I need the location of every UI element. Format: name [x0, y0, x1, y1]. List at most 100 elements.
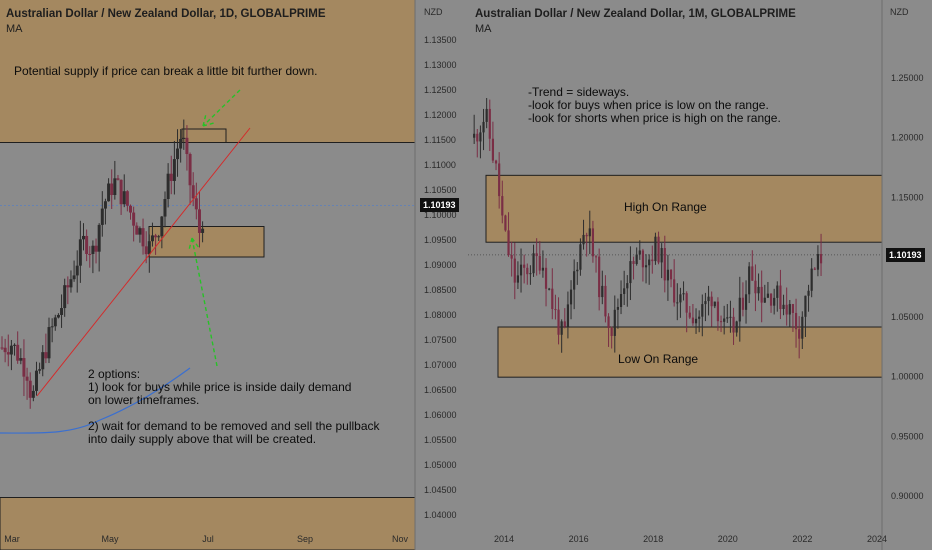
daily-candle-body [63, 285, 67, 309]
monthly-candle-body [541, 267, 545, 271]
daily-candle-body [157, 236, 161, 238]
daily-candle-body [44, 352, 48, 359]
daily-y-tick-label: 1.09000 [424, 260, 457, 270]
monthly-candle-body [523, 264, 526, 268]
monthly-candle-body [723, 318, 726, 322]
monthly-chart-title: Australian Dollar / New Zealand Dollar, … [475, 8, 796, 20]
monthly-candle-body [694, 318, 698, 324]
monthly-candle-body [748, 266, 751, 295]
daily-arrow-to-demand [188, 237, 218, 367]
daily-candle-body [129, 205, 133, 213]
monthly-candle-body [491, 138, 495, 161]
monthly-y-tick-label: 1.05000 [891, 312, 924, 322]
monthly-candle-body [763, 297, 766, 303]
daily-candle-body [113, 178, 117, 196]
monthly-chart-canvas[interactable]: 1.250001.200001.150001.100001.050001.000… [468, 0, 932, 550]
daily-candle-body [103, 201, 107, 209]
daily-y-tick-label: 1.09500 [424, 235, 457, 245]
monthly-candle-body [813, 268, 816, 270]
monthly-candle-body [535, 253, 538, 257]
monthly-candle-body [498, 163, 501, 197]
daily-x-tick-label: Jul [202, 534, 214, 544]
daily-candle-body [122, 191, 126, 205]
daily-candle-body [194, 198, 198, 210]
monthly-candle-body [669, 269, 673, 280]
monthly-x-tick-label: 2020 [718, 534, 738, 544]
daily-candle-body [6, 352, 10, 355]
daily-candle-body [28, 380, 32, 398]
monthly-candle-body [744, 294, 748, 310]
daily-x-tick-label: Mar [4, 534, 20, 544]
monthly-candle-body [582, 234, 585, 245]
monthly-candle-body [657, 236, 660, 263]
daily-candle-body [141, 228, 145, 247]
monthly-candle-body [532, 253, 535, 274]
daily-candle-body [69, 279, 73, 288]
daily-candle-body [22, 358, 26, 377]
monthly-chart-panel[interactable]: 1.250001.200001.150001.100001.050001.000… [468, 0, 932, 550]
daily-y-tick-label: 1.10500 [424, 185, 457, 195]
daily-chart-canvas[interactable]: 1.13500 1.13000 1.12500 1.12000 1.11500 1.110… [0, 0, 468, 550]
daily-candle-body [150, 235, 154, 242]
monthly-candle-body [648, 259, 651, 266]
daily-arrow-to-supply [202, 89, 241, 127]
monthly-candle-body [598, 256, 601, 298]
daily-y-tick-label: 1.08000 [424, 310, 457, 320]
monthly-candle-body [738, 297, 741, 322]
monthly-candle-body [554, 309, 557, 311]
daily-candle-body [197, 209, 201, 233]
daily-small-supply-zone [181, 128, 227, 143]
daily-candle-body [185, 137, 189, 155]
daily-candle-body [97, 224, 101, 252]
monthly-candle-body [735, 321, 738, 333]
daily-chart-panel[interactable]: 1.13500 1.13000 1.12500 1.12000 1.11500 1.110… [0, 0, 468, 550]
monthly-candle-body [798, 329, 801, 339]
monthly-candle-body [766, 293, 770, 298]
daily-candle-body [16, 344, 20, 361]
monthly-candle-body [579, 244, 582, 270]
daily-ma-line [0, 367, 191, 434]
monthly-candle-body [754, 280, 757, 294]
daily-candle-body [3, 347, 7, 353]
monthly-candle-body [601, 285, 604, 298]
monthly-candle-body [516, 275, 520, 283]
monthly-candle-body [701, 304, 704, 317]
daily-candle-body [166, 173, 170, 200]
monthly-candle-body [476, 133, 479, 142]
daily-candle-body [188, 154, 192, 186]
monthly-candle-body [494, 160, 498, 164]
daily-candle-body [50, 326, 54, 328]
monthly-candle-body [779, 285, 782, 310]
monthly-candle-body [513, 258, 516, 283]
daily-bottom-zone [0, 497, 416, 550]
monthly-candle-body [688, 312, 691, 318]
monthly-candle-body [710, 296, 713, 307]
monthly-candle-body [666, 269, 670, 281]
monthly-candle-body [801, 316, 804, 339]
monthly-y-tick-label: 1.25000 [891, 73, 924, 83]
monthly-y-tick-label: 1.15000 [891, 192, 924, 202]
monthly-candle-body [716, 301, 720, 322]
daily-candle-body [135, 225, 139, 235]
daily-candle-body [169, 173, 173, 181]
daily-candle-body [110, 183, 114, 196]
monthly-candle-body [685, 293, 688, 313]
daily-candle-body [172, 159, 176, 181]
monthly-candle-body [654, 236, 657, 262]
monthly-candle-body [626, 283, 629, 289]
daily-candle-body [163, 199, 167, 217]
supply-annotation: Potential supply if price can break a li… [14, 64, 318, 78]
daily-y-tick-label: 1.13000 [424, 60, 457, 70]
monthly-candle-body [591, 228, 595, 257]
daily-candle-body [160, 216, 164, 237]
monthly-candle-body [616, 306, 620, 310]
monthly-candle-body [482, 121, 485, 133]
monthly-candle-body [563, 321, 566, 327]
daily-currency-label: NZD [424, 7, 443, 17]
monthly-candle-body [594, 256, 598, 258]
daily-candle-body [91, 245, 95, 254]
monthly-candle-body [760, 286, 763, 303]
monthly-candle-body [816, 254, 820, 270]
monthly-candle-body [644, 265, 648, 268]
daily-y-tick-label: 1.06500 [424, 385, 457, 395]
